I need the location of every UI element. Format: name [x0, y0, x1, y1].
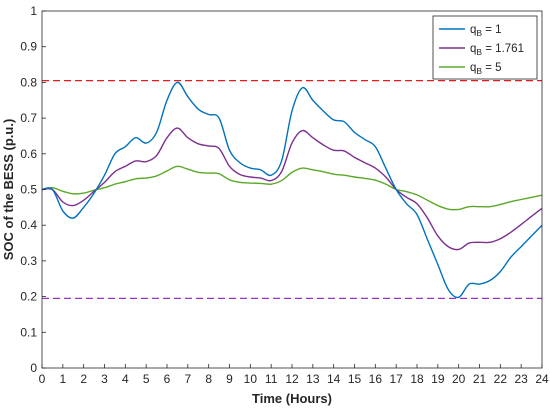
legend-box [432, 15, 538, 80]
y-tick-label: 0.6 [20, 147, 37, 161]
y-tick-label: 0.1 [20, 325, 37, 339]
y-tick-label: 0.2 [20, 290, 37, 304]
x-tick-label: 0 [39, 372, 46, 386]
y-tick-label: 0.8 [20, 75, 37, 89]
legend-label-1: qB = 1 [470, 24, 502, 38]
series-line-2 [41, 127, 543, 251]
x-tick-label: 2 [80, 372, 87, 386]
series-line-3 [41, 165, 543, 211]
y-tick-label: 0 [30, 361, 37, 375]
y-tick-label: 0.5 [20, 183, 37, 197]
x-axis-title: Time (Hours) [252, 391, 332, 406]
x-tick-label: 7 [184, 372, 191, 386]
x-tick-label: 9 [226, 372, 233, 386]
x-tick-label: 24 [535, 372, 549, 386]
legend-label-2: qB = 1.761 [470, 43, 524, 57]
x-tick-label: 4 [122, 372, 129, 386]
y-axis-ticks: 0 0.1 0.2 0.3 0.4 0.5 0.6 0.7 0.8 0.9 1 [20, 4, 46, 375]
series-lines [41, 81, 543, 299]
y-axis-title: SOC of the BESS (p.u.) [1, 119, 16, 261]
legend: qB = 1 qB = 1.761 qB = 5 [432, 15, 538, 80]
reference-lines [42, 80, 542, 299]
x-axis-ticks: 0 1 2 3 4 5 6 7 8 9 10 11 12 13 14 15 16 17 18 19 20 21 22 23 24 [39, 364, 549, 386]
x-tick-label: 21 [473, 372, 487, 386]
x-tick-label: 23 [514, 372, 528, 386]
x-tick-label: 5 [143, 372, 150, 386]
x-tick-label: 20 [452, 372, 466, 386]
x-tick-label: 11 [265, 372, 278, 386]
y-tick-label: 1 [30, 4, 37, 18]
x-tick-label: 18 [410, 372, 424, 386]
x-tick-label: 19 [431, 372, 445, 386]
x-tick-label: 12 [285, 372, 299, 386]
x-tick-label: 14 [327, 372, 341, 386]
y-tick-label: 0.9 [20, 40, 37, 54]
x-tick-label: 13 [306, 372, 320, 386]
legend-label-3: qB = 5 [470, 62, 502, 76]
x-tick-label: 3 [101, 372, 108, 386]
x-tick-label: 17 [389, 372, 403, 386]
x-tick-label: 15 [348, 372, 362, 386]
y-tick-label: 0.7 [20, 111, 37, 125]
x-tick-label: 6 [164, 372, 171, 386]
x-tick-label: 16 [369, 372, 383, 386]
series-line-1 [41, 81, 543, 299]
y-tick-label: 0.3 [20, 254, 37, 268]
x-tick-label: 1 [59, 372, 66, 386]
x-tick-label: 8 [205, 372, 212, 386]
y-tick-label: 0.4 [20, 218, 37, 232]
x-tick-label: 22 [494, 372, 508, 386]
x-tick-label: 10 [244, 372, 258, 386]
